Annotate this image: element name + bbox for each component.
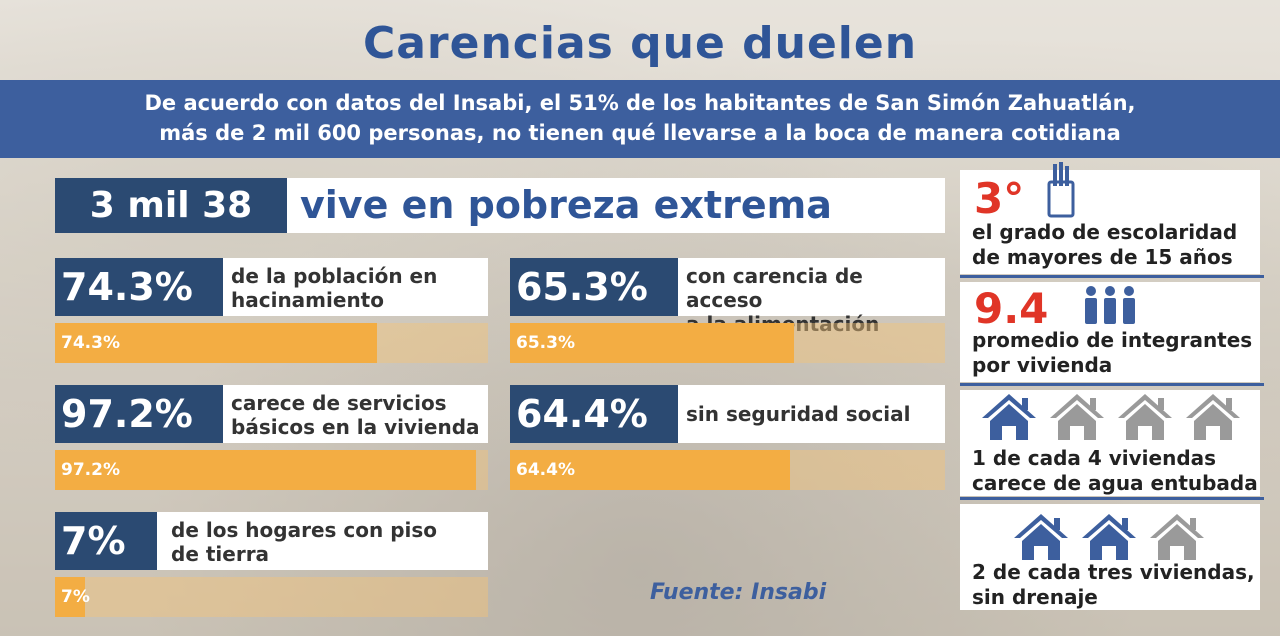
headline-number: 3 mil 38 <box>55 178 287 233</box>
stat-bar-label: 7% <box>61 587 90 607</box>
stat-description: carece de servicios básicos en la vivien… <box>231 391 480 439</box>
stat-percentage: 7% <box>55 512 157 570</box>
drainage-line: sin drenaje <box>972 585 1098 609</box>
house-icon <box>1050 394 1104 440</box>
water-text: 1 de cada 4 viviendas carece de agua ent… <box>972 446 1258 496</box>
stat-bar: 7% <box>55 577 488 617</box>
stat-description: de los hogares con piso de tierra <box>171 518 437 566</box>
household-text: promedio de integrantes por vivienda <box>972 328 1252 378</box>
stat-desc-line: sin seguridad social <box>686 402 911 426</box>
headline-text: vive en pobreza extrema <box>300 183 832 227</box>
pencil-cup-icon <box>1047 162 1075 218</box>
stat-desc-line: con carencia de acceso <box>686 264 863 312</box>
stat-percentage: 74.3% <box>55 258 223 316</box>
stat-bar-label: 97.2% <box>61 460 120 480</box>
stat-bar-label: 74.3% <box>61 333 120 353</box>
stat-desc-line: de tierra <box>171 542 270 566</box>
schooling-value: 3° <box>974 174 1025 223</box>
stat-desc-line: hacinamiento <box>231 288 384 312</box>
panel-schooling: 3° el grado de escolaridad de mayores de… <box>960 162 1264 278</box>
stat-bar-label: 65.3% <box>516 333 575 353</box>
page-title: Carencias que duelen <box>362 18 918 69</box>
house-icon <box>1118 394 1172 440</box>
stat-bar-label: 64.4% <box>516 460 575 480</box>
drainage-line: 2 de cada tres viviendas, <box>972 560 1255 584</box>
stat-description: de la población en hacinamiento <box>231 264 437 312</box>
stat-bar: 64.4% <box>510 450 945 490</box>
household-line: por vivienda <box>972 353 1113 377</box>
stat-percentage: 97.2% <box>55 385 223 443</box>
source-credit: Fuente: Insabi <box>650 580 827 605</box>
stat-bar-fill <box>510 323 795 363</box>
stat-bar: 97.2% <box>55 450 488 490</box>
subtitle-line-2: más de 2 mil 600 personas, no tienen qué… <box>159 121 1121 145</box>
stat-desc-line: de la población en <box>231 264 438 288</box>
panel-household: 9.4 promedio de integrantes por vivienda <box>960 282 1264 386</box>
house-icon <box>1014 514 1068 560</box>
stat-food-access: 65.3% con carencia de acceso a la alimen… <box>510 258 945 336</box>
drainage-text: 2 de cada tres viviendas, sin drenaje <box>972 560 1255 610</box>
stat-bar-fill <box>55 450 476 490</box>
schooling-text: el grado de escolaridad de mayores de 15… <box>972 220 1237 270</box>
panel-drainage: 2 de cada tres viviendas, sin drenaje <box>960 504 1260 610</box>
panel-divider <box>960 497 1264 500</box>
schooling-line: el grado de escolaridad <box>972 220 1238 244</box>
water-line: 1 de cada 4 viviendas <box>972 446 1217 470</box>
stat-overcrowding: 74.3% de la población en hacinamiento <box>55 258 488 316</box>
panel-divider <box>960 275 1264 278</box>
stat-bar-fill <box>55 577 86 617</box>
stat-desc-line: de los hogares con piso <box>171 518 438 542</box>
water-line: carece de agua entubada <box>972 471 1258 495</box>
panel-water: 1 de cada 4 viviendas carece de agua ent… <box>960 390 1264 500</box>
subtitle-banner: De acuerdo con datos del Insabi, el 51% … <box>0 80 1280 158</box>
house-icon <box>982 394 1036 440</box>
house-icon <box>1150 514 1204 560</box>
schooling-line: de mayores de 15 años <box>972 245 1233 269</box>
panel-divider <box>960 383 1264 386</box>
subtitle-line-1: De acuerdo con datos del Insabi, el 51% … <box>144 91 1136 115</box>
stat-bar-fill <box>510 450 791 490</box>
stat-bar: 65.3% <box>510 323 945 363</box>
stat-percentage: 65.3% <box>510 258 678 316</box>
headline-box: 3 mil 38 vive en pobreza extrema <box>55 178 945 233</box>
stat-desc-line: básicos en la vivienda <box>231 415 480 439</box>
house-icon <box>1186 394 1240 440</box>
stat-desc-line: carece de servicios <box>231 391 447 415</box>
stat-social-security: 64.4% sin seguridad social <box>510 385 945 443</box>
household-value: 9.4 <box>974 284 1049 333</box>
stat-percentage: 64.4% <box>510 385 678 443</box>
household-line: promedio de integrantes <box>972 328 1253 352</box>
stat-basic-services: 97.2% carece de servicios básicos en la … <box>55 385 488 443</box>
stat-bar: 74.3% <box>55 323 488 363</box>
stat-dirt-floor: 7% de los hogares con piso de tierra <box>55 512 488 570</box>
people-icon <box>1085 286 1135 324</box>
stat-description: sin seguridad social <box>686 402 911 426</box>
stat-bar-fill <box>55 323 377 363</box>
house-icon <box>1082 514 1136 560</box>
